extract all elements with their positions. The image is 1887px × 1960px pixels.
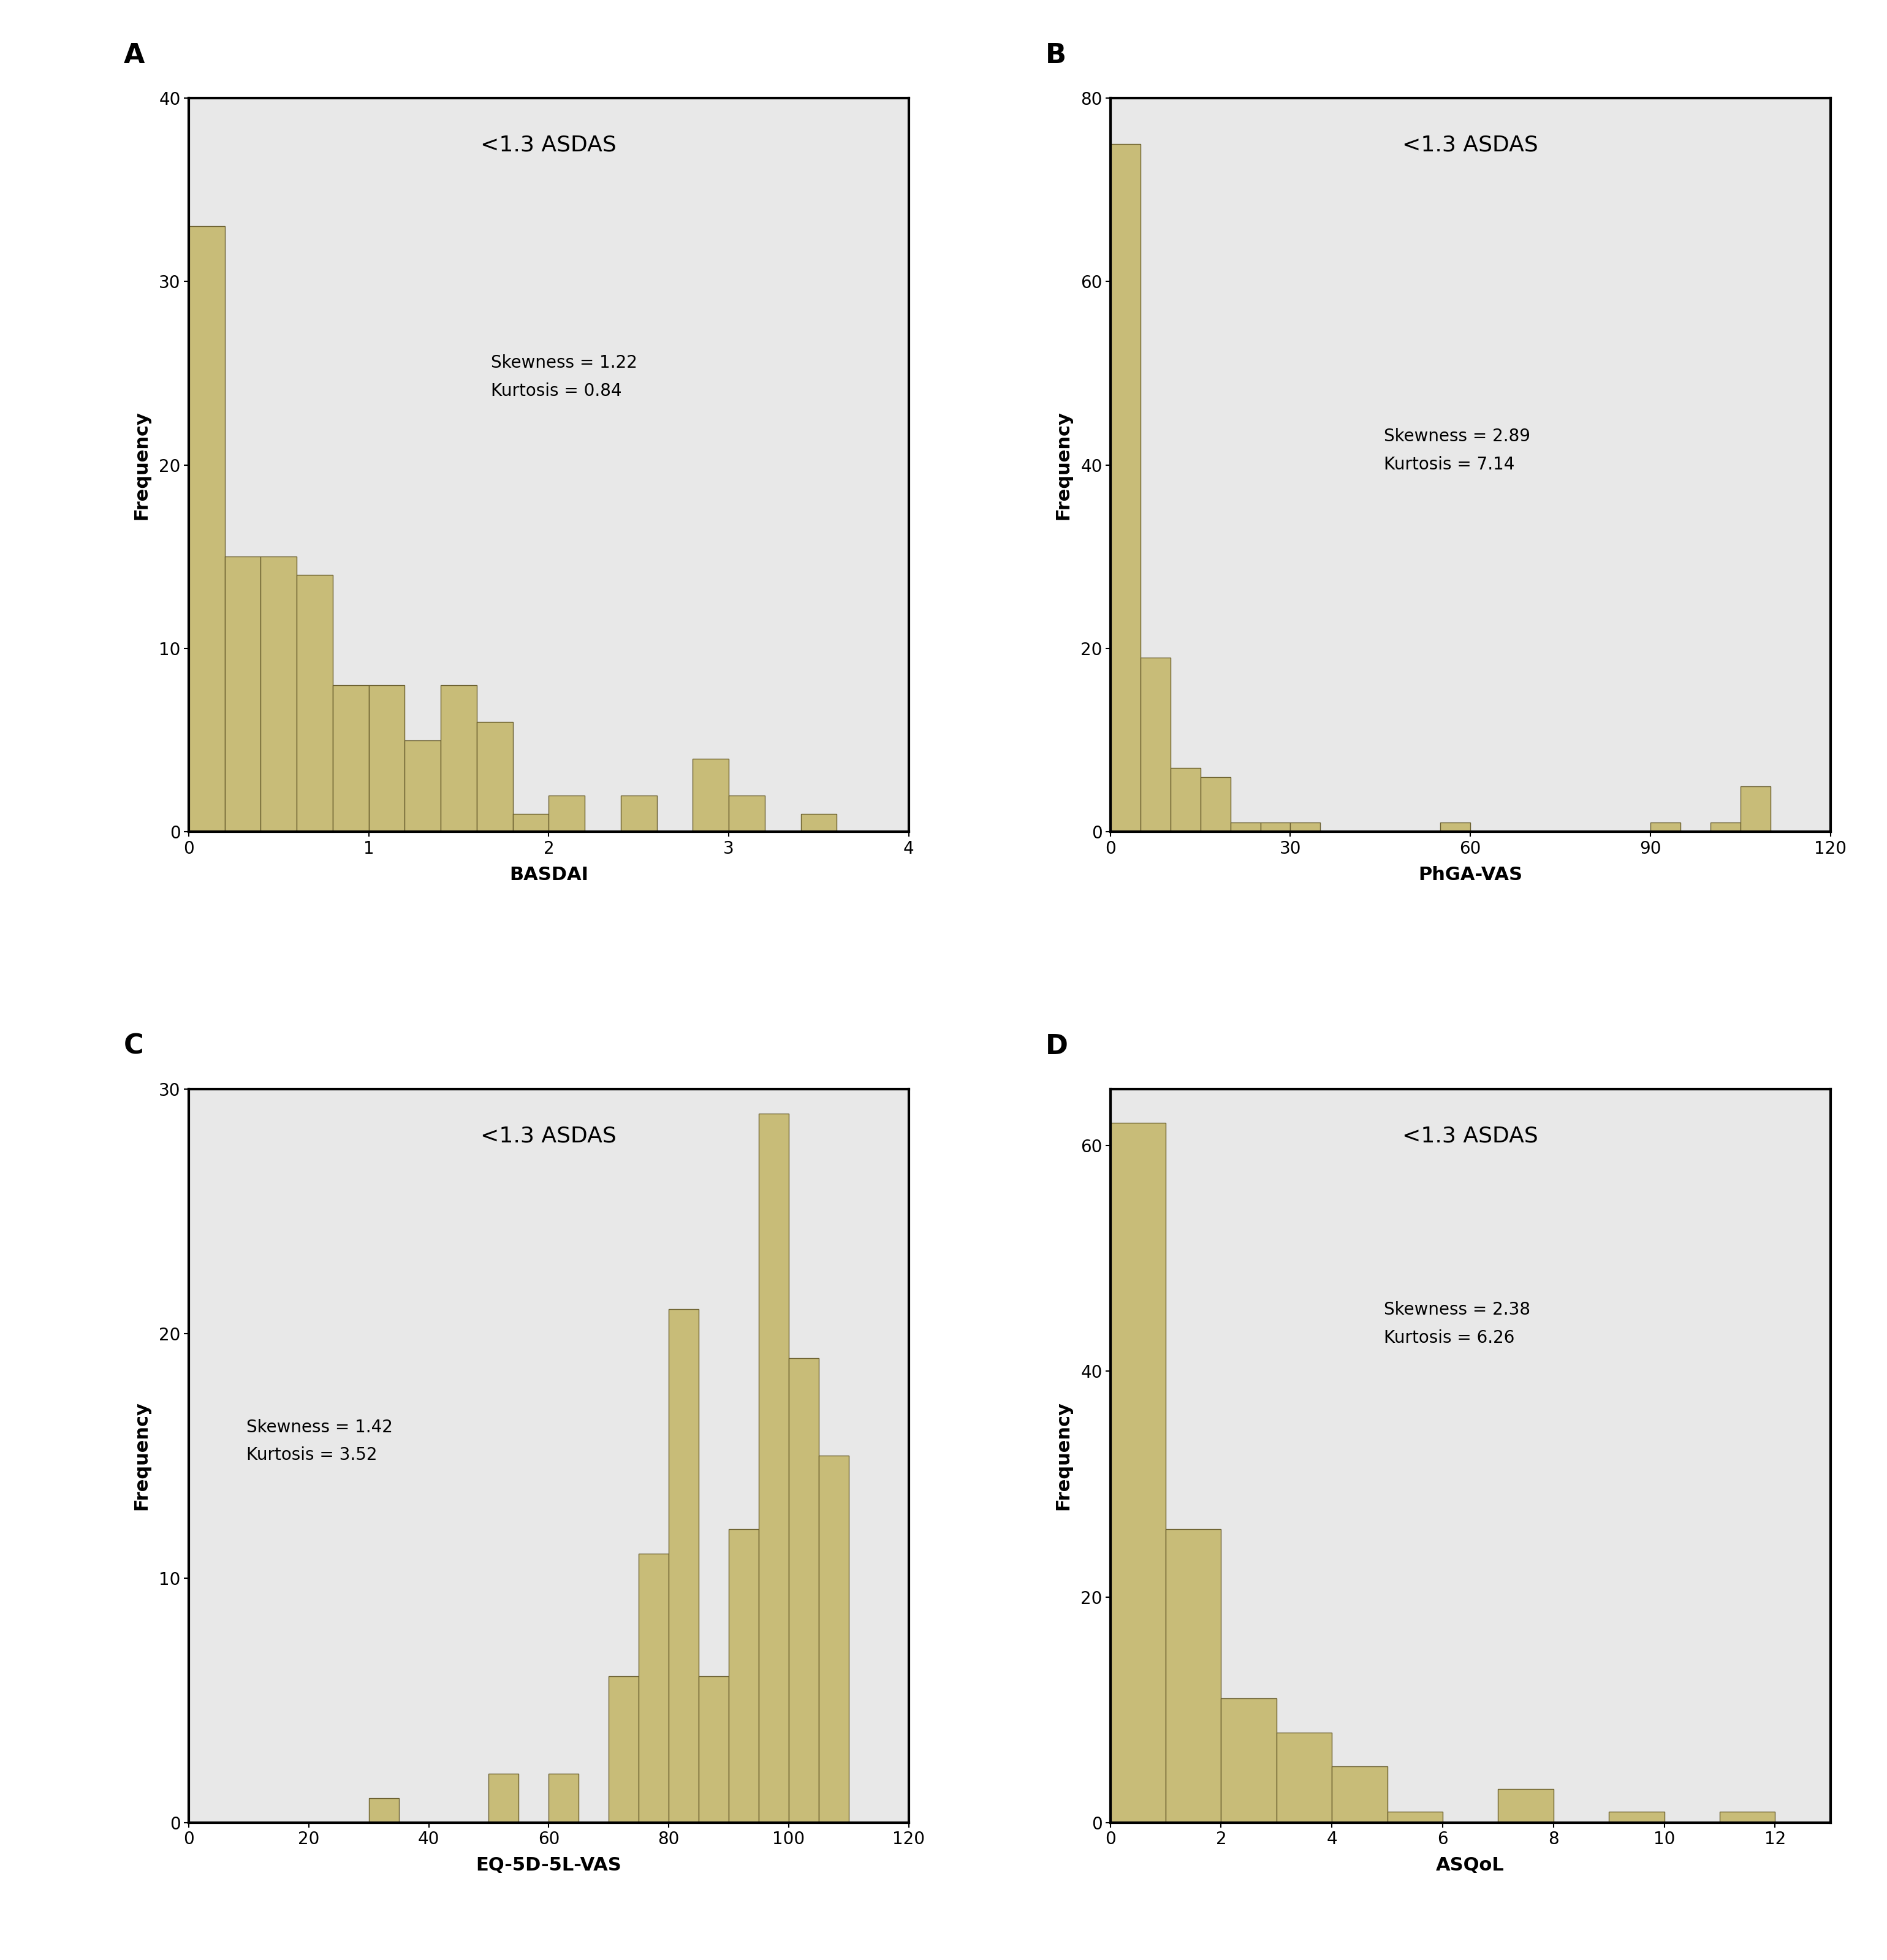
Bar [698, 1676, 728, 1823]
Bar [1651, 823, 1681, 831]
Bar [513, 813, 549, 831]
Bar [489, 1774, 519, 1823]
Bar [1170, 768, 1200, 831]
Text: Skewness = 1.42
Kurtosis = 3.52: Skewness = 1.42 Kurtosis = 3.52 [247, 1419, 392, 1464]
Bar [225, 557, 260, 831]
Y-axis label: Frequency: Frequency [1055, 1401, 1072, 1511]
X-axis label: BASDAI: BASDAI [509, 866, 589, 884]
Bar [1719, 1811, 1776, 1823]
Bar [260, 557, 296, 831]
Bar [368, 686, 404, 831]
Text: <1.3 ASDAS: <1.3 ASDAS [1402, 1125, 1538, 1147]
Bar [1200, 776, 1230, 831]
Bar [1387, 1811, 1444, 1823]
Bar [368, 1799, 398, 1823]
Bar [1230, 823, 1261, 831]
Bar [1710, 823, 1740, 831]
Bar [1166, 1529, 1221, 1823]
Bar [1140, 659, 1170, 831]
Text: A: A [125, 43, 145, 69]
Bar [621, 796, 657, 831]
Bar [442, 686, 477, 831]
Text: Skewness = 1.22
Kurtosis = 0.84: Skewness = 1.22 Kurtosis = 0.84 [491, 355, 638, 400]
Bar [1740, 786, 1770, 831]
Bar [728, 1529, 759, 1823]
Bar [693, 759, 728, 831]
X-axis label: PhGA-VAS: PhGA-VAS [1419, 866, 1523, 884]
Bar [728, 796, 764, 831]
Bar [1332, 1766, 1387, 1823]
Bar [1110, 143, 1140, 831]
Y-axis label: Frequency: Frequency [1055, 410, 1072, 519]
Bar [668, 1309, 698, 1823]
Text: <1.3 ASDAS: <1.3 ASDAS [1402, 135, 1538, 155]
Bar [189, 227, 225, 831]
X-axis label: ASQoL: ASQoL [1436, 1856, 1504, 1874]
Bar [1610, 1811, 1664, 1823]
Text: <1.3 ASDAS: <1.3 ASDAS [481, 1125, 617, 1147]
Bar [1110, 1123, 1166, 1823]
Bar [549, 796, 585, 831]
Y-axis label: Frequency: Frequency [132, 1401, 151, 1511]
Bar [477, 721, 513, 831]
Bar [610, 1676, 638, 1823]
Bar [1291, 823, 1321, 831]
Bar [1221, 1699, 1276, 1823]
Bar [1276, 1733, 1332, 1823]
Bar [759, 1113, 789, 1823]
Bar [1440, 823, 1470, 831]
Bar [1261, 823, 1291, 831]
Text: Skewness = 2.38
Kurtosis = 6.26: Skewness = 2.38 Kurtosis = 6.26 [1383, 1301, 1530, 1347]
Text: D: D [1045, 1033, 1068, 1060]
Bar [800, 813, 836, 831]
Bar [404, 741, 442, 831]
Text: <1.3 ASDAS: <1.3 ASDAS [481, 135, 617, 155]
Bar [549, 1774, 579, 1823]
Bar [296, 574, 332, 831]
Bar [638, 1554, 668, 1823]
Text: B: B [1045, 43, 1066, 69]
X-axis label: EQ-5D-5L-VAS: EQ-5D-5L-VAS [476, 1856, 621, 1874]
Bar [789, 1358, 819, 1823]
Text: Skewness = 2.89
Kurtosis = 7.14: Skewness = 2.89 Kurtosis = 7.14 [1383, 427, 1530, 472]
Bar [819, 1456, 849, 1823]
Y-axis label: Frequency: Frequency [132, 410, 151, 519]
Bar [332, 686, 368, 831]
Bar [1498, 1789, 1553, 1823]
Text: C: C [125, 1033, 143, 1060]
